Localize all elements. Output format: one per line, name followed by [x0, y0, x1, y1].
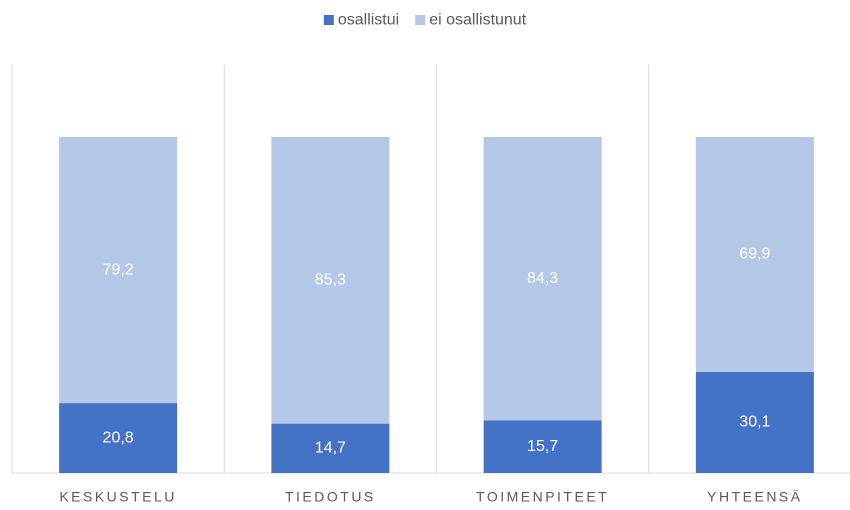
- data-label: 69,9: [739, 246, 770, 263]
- x-tick-label: KESKUSTELU: [59, 489, 177, 505]
- bar-segment: [695, 137, 814, 372]
- data-label: 15,7: [527, 438, 558, 455]
- bar-segment: [483, 137, 602, 421]
- bar-segment: [695, 371, 814, 473]
- x-tick-label: TOIMENPITEET: [476, 489, 609, 505]
- bar-segment: [483, 420, 602, 473]
- data-label: 85,3: [315, 272, 346, 289]
- legend-swatch: [415, 15, 426, 25]
- data-label: 14,7: [315, 440, 346, 457]
- legend-label: osallistui: [338, 12, 399, 29]
- x-tick-label: TIEDOTUS: [285, 489, 376, 505]
- x-tick-label: YHTEENSÄ: [707, 489, 802, 505]
- bar-segment: [271, 137, 390, 424]
- data-label: 20,8: [103, 429, 134, 446]
- bar-segment: [59, 137, 178, 404]
- data-label: 84,3: [527, 270, 558, 287]
- legend-swatch: [323, 15, 334, 25]
- data-label: 79,2: [103, 261, 134, 278]
- bar-segment: [271, 423, 390, 473]
- bar-segment: [59, 403, 178, 473]
- data-label: 30,1: [739, 414, 770, 431]
- legend-label: ei osallistunut: [429, 12, 527, 29]
